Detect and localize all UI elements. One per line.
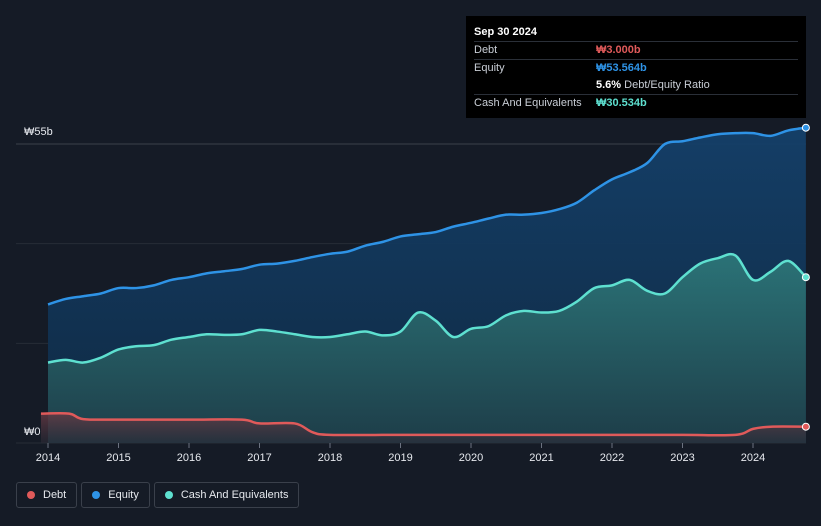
debt-endpoint[interactable] [801,422,810,431]
legend-dot-icon [27,491,35,499]
tooltip-label: Cash And Equivalents [474,97,582,109]
cash-and-equivalents-line [47,252,807,364]
area-layer [40,127,806,443]
x-tick-label: 2023 [670,452,694,464]
legend-label: Cash And Equivalents [180,489,289,501]
tooltip-row-equity: Equity ₩53.564b [474,59,798,77]
tooltip-row-cash: Cash And Equivalents ₩30.534b [474,94,798,112]
x-tick-label: 2015 [106,452,130,464]
tooltip-ratio-value: 5.6% Debt/Equity Ratio [596,77,710,94]
equity-endpoint[interactable] [801,123,810,132]
x-tick-label: 2016 [177,452,201,464]
debt-line [40,411,806,437]
tooltip-label: Equity [474,62,505,74]
legend: Debt Equity Cash And Equivalents [16,482,300,508]
ratio-label: Debt/Equity Ratio [624,79,710,91]
x-tick-label: 2014 [36,452,60,464]
x-tick-label: 2019 [388,452,412,464]
tooltip-value: ₩30.534b [596,97,647,109]
legend-dot-icon [92,491,101,499]
ratio-percent: 5.6% [596,79,622,91]
tooltip-value: ₩53.564b [596,62,647,74]
tooltip-date: Sep 30 2024 [474,26,537,38]
legend-item-cash[interactable]: Cash And Equivalents [153,482,300,508]
x-tick-label: 2022 [600,452,624,464]
equity-line [47,126,807,306]
legend-label: Equity [108,489,139,501]
x-tick-label: 2021 [529,452,553,464]
legend-item-debt[interactable]: Debt [16,482,78,508]
y-tick-label: ₩0 [24,426,41,438]
y-tick-label: ₩55b [24,126,53,138]
x-tick-label: 2020 [459,452,483,464]
x-tick-label: 2024 [741,452,765,464]
tooltip-row-ratio: 5.6% Debt/Equity Ratio [474,77,798,94]
cash-and-equivalents-area [48,254,806,443]
cash-and-equivalents-endpoint[interactable] [801,273,810,282]
axis-layer: ₩55b ₩0 2014 2015 2016 2017 2018 2019 2020 2021 20… [24,126,765,464]
x-tick-label: 2018 [318,452,342,464]
legend-label: Debt [43,489,67,501]
tooltip-label: Debt [474,44,498,56]
tooltip-panel: Sep 30 2024 Debt ₩3.000b Equity ₩53.564b… [466,16,806,118]
legend-dot-icon [164,491,173,499]
legend-item-equity[interactable]: Equity [81,482,150,508]
tooltip-value: ₩3.000b [596,44,641,56]
x-tick-label: 2017 [247,452,271,464]
tooltip-row-debt: Debt ₩3.000b [474,41,798,59]
line-layer [40,123,810,437]
